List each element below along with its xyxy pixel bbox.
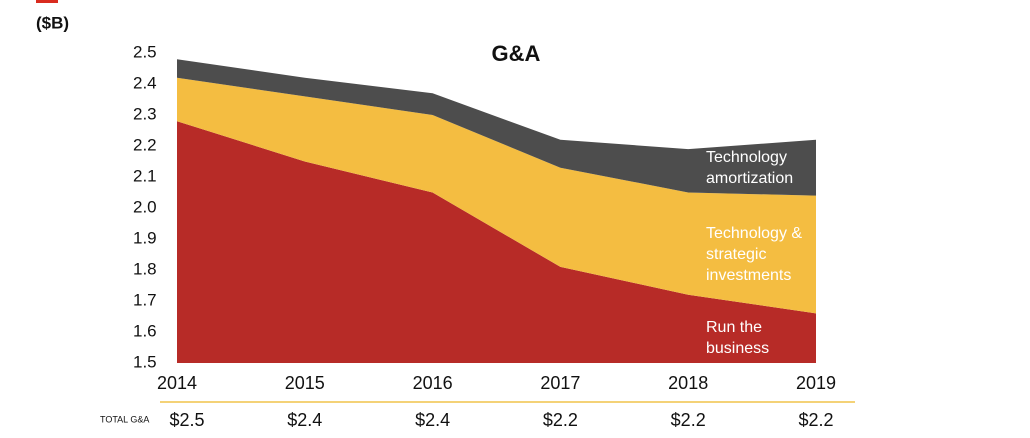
area-label: Technology amortization bbox=[706, 148, 794, 187]
area bbox=[177, 77, 816, 314]
chart-title: G&A bbox=[492, 41, 541, 66]
y-tick-label: 1.6 bbox=[133, 321, 157, 340]
y-tick-label: 1.7 bbox=[133, 290, 157, 309]
y-tick-label: 2.5 bbox=[133, 42, 157, 61]
x-tick-label: 2016 bbox=[413, 373, 453, 393]
y-tick-label: 2.3 bbox=[133, 104, 157, 123]
y-tick-label: 1.9 bbox=[133, 228, 157, 247]
y-tick-label: 1.5 bbox=[133, 352, 157, 371]
total-label: $2.5 bbox=[169, 410, 204, 430]
area-label: Technology & strategic investments bbox=[706, 225, 803, 284]
x-tick-label: 2017 bbox=[540, 373, 580, 393]
accent-bar bbox=[36, 0, 58, 3]
total-label: $2.2 bbox=[543, 410, 578, 430]
total-label: $2.2 bbox=[671, 410, 706, 430]
y-tick-label: 2.4 bbox=[133, 73, 157, 92]
y-tick-label: 2.2 bbox=[133, 135, 157, 154]
y-tick-label: 2.1 bbox=[133, 166, 157, 185]
x-tick-label: 2014 bbox=[157, 373, 197, 393]
y-tick-label: 1.8 bbox=[133, 259, 157, 278]
area bbox=[177, 121, 816, 363]
x-tick-label: 2019 bbox=[796, 373, 836, 393]
total-label: $2.2 bbox=[798, 410, 833, 430]
x-tick-label: 2018 bbox=[668, 373, 708, 393]
area bbox=[177, 59, 816, 196]
x-tick-label: 2015 bbox=[285, 373, 325, 393]
total-label: $2.4 bbox=[415, 410, 450, 430]
unit-label: ($B) bbox=[36, 13, 69, 32]
area-label: Run the business bbox=[706, 319, 770, 358]
totals-title: TOTAL G&A bbox=[100, 414, 149, 424]
y-tick-label: 2.0 bbox=[133, 197, 157, 216]
total-label: $2.4 bbox=[287, 410, 322, 430]
